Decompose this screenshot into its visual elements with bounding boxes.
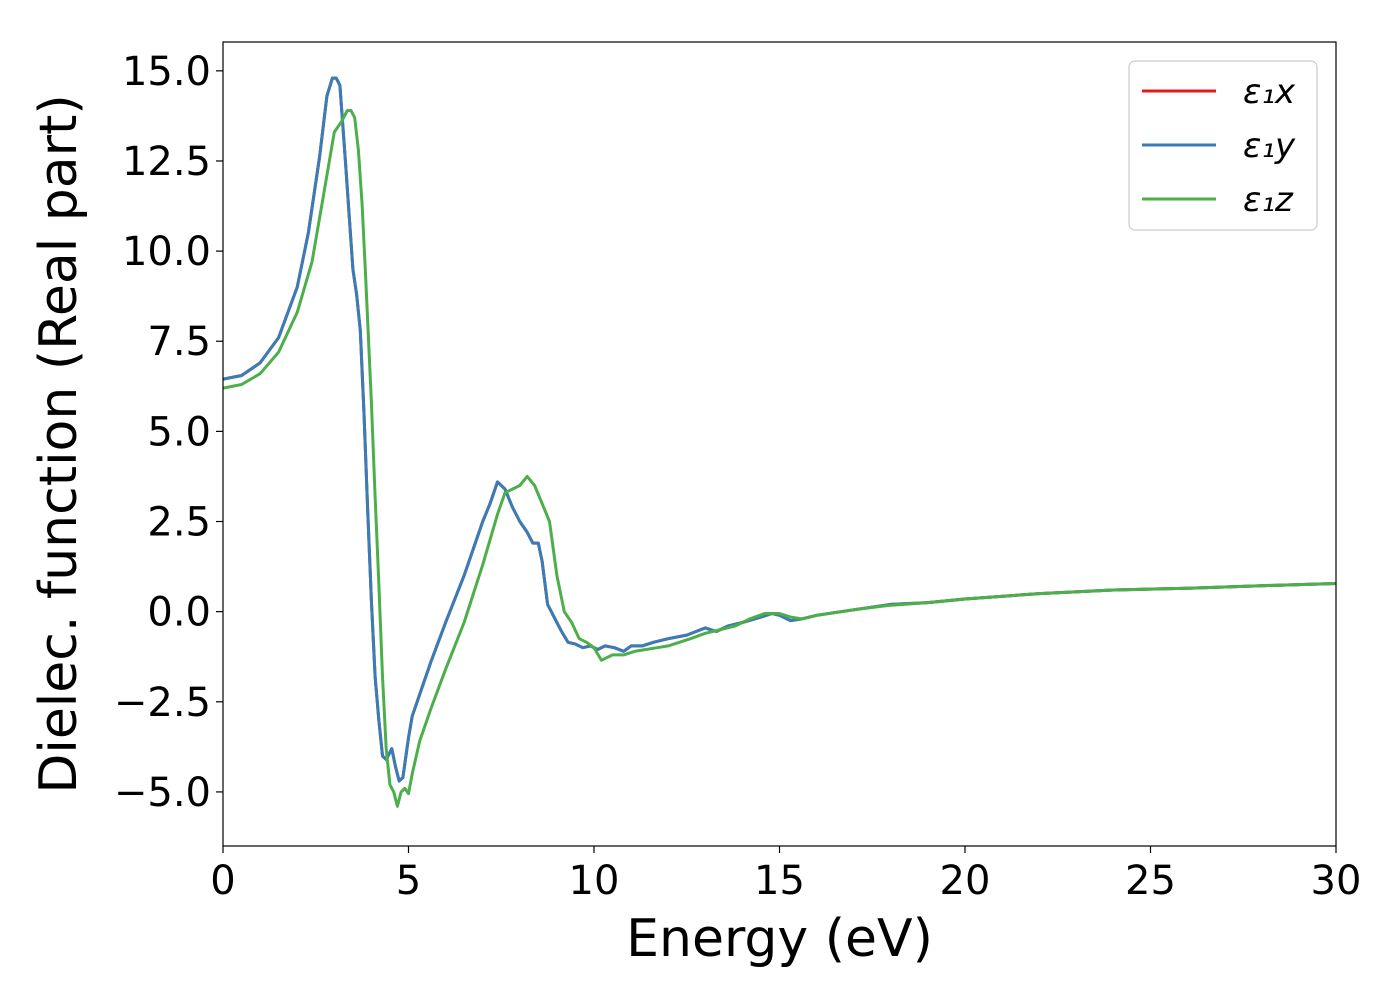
x-tick-label: 25 — [1125, 858, 1176, 904]
x-tick-label: 0 — [210, 858, 235, 904]
y-tick-label: 10.0 — [122, 229, 211, 275]
x-axis-ticks: 0 5 10 15 20 25 30 — [210, 846, 1361, 904]
legend-box — [1128, 60, 1318, 231]
x-tick-label: 10 — [569, 858, 620, 904]
y-tick-label: 15.0 — [122, 49, 211, 95]
x-tick-label: 30 — [1311, 858, 1362, 904]
x-tick-label: 20 — [940, 858, 991, 904]
x-tick-label: 15 — [754, 858, 805, 904]
y-axis-label: Dielec. function (Real part) — [29, 94, 89, 793]
y-tick-label: 12.5 — [122, 139, 211, 185]
legend-label-2: ε₁y — [1243, 126, 1296, 166]
plot-lines — [223, 76, 1336, 808]
x-axis-label: Energy (eV) — [626, 909, 933, 969]
legend: ε₁x ε₁y ε₁z — [1128, 60, 1318, 231]
y-axis-ticks: −5.0 −2.5 0.0 2.5 5.0 7.5 10.0 12.5 15.0 — [114, 49, 223, 816]
legend-label-3: ε₁z — [1243, 180, 1294, 220]
series-line-3 — [223, 109, 1336, 808]
y-tick-label: 7.5 — [147, 319, 211, 365]
y-tick-label: 0.0 — [147, 590, 211, 636]
y-tick-label: 5.0 — [147, 409, 211, 455]
legend-label-1: ε₁x — [1243, 72, 1296, 112]
y-tick-label: 2.5 — [147, 500, 211, 546]
y-tick-label: −5.0 — [114, 770, 211, 816]
y-tick-label: −2.5 — [114, 680, 211, 726]
x-tick-label: 5 — [396, 858, 421, 904]
